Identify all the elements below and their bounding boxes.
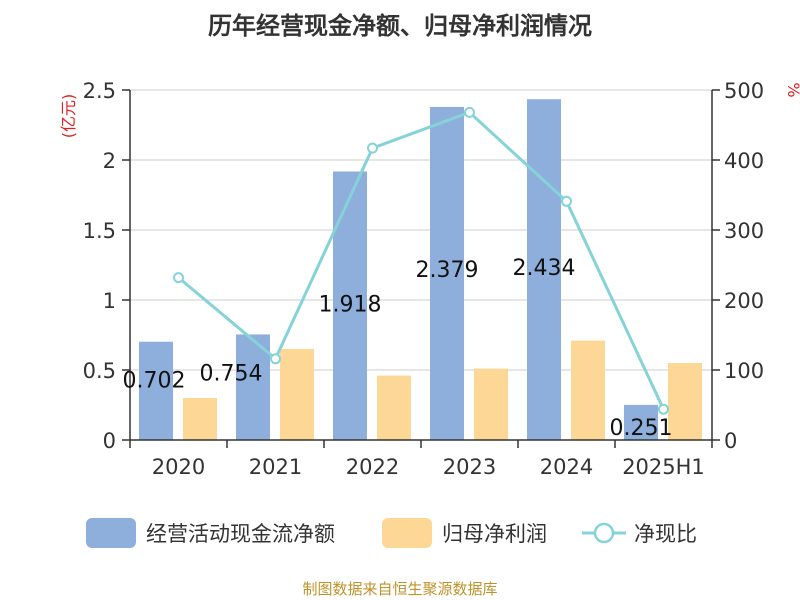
data-label-cashflow: 0.702: [123, 369, 186, 394]
ratio-point: [173, 272, 184, 284]
bar-cashflow: [139, 341, 173, 440]
bar-cashflow: [333, 171, 367, 441]
source-note: 制图数据来自恒生聚源数据库: [302, 580, 498, 598]
data-label-cashflow: 2.434: [513, 256, 576, 281]
legend-label-ratio: 净现比: [634, 522, 697, 546]
ratio-point: [464, 106, 475, 118]
data-label-cashflow: 0.754: [200, 361, 263, 386]
legend-item-cashflow[interactable]: 经营活动现金流净额: [86, 518, 335, 548]
x-tick-label: 2021: [249, 455, 302, 479]
chart-title: 历年经营现金净额、归母净利润情况: [208, 12, 592, 40]
y-right-tick-label: 300: [724, 219, 764, 243]
y-left-axis-label: (亿元): [59, 94, 78, 139]
bar-profit: [668, 363, 702, 440]
ratio-line: [173, 106, 669, 415]
y-right-axis-label: %: [784, 82, 800, 97]
axes: 0 0.5 1 1.5 2 2.5 0 100 200 300 400 500 2020 2021 2022…: [83, 79, 765, 479]
y-left-tick-label: 1.5: [83, 219, 116, 243]
data-labels: 0.702 0.754 1.918 2.379 2.434 0.251: [123, 256, 673, 441]
y-left-tick-label: 1: [103, 289, 116, 313]
ratio-point: [658, 403, 669, 415]
legend-item-profit[interactable]: 归母净利润: [382, 518, 547, 548]
legend-label-profit: 归母净利润: [442, 522, 547, 546]
y-right-tick-label: 200: [724, 289, 764, 313]
ratio-point: [270, 353, 281, 365]
x-tick-label: 2024: [540, 455, 593, 479]
ratio-point: [561, 195, 572, 207]
x-tick-label: 2022: [346, 455, 399, 479]
x-tick-label: 2023: [443, 455, 496, 479]
x-tick-label: 2025H1: [622, 455, 705, 479]
legend-label-cashflow: 经营活动现金流净额: [146, 522, 335, 546]
y-right-tick-label: 400: [724, 149, 764, 173]
y-left-tick-label: 0.5: [83, 359, 116, 383]
bar-cashflow: [624, 404, 658, 440]
y-right-tick-label: 0: [724, 429, 737, 453]
bar-profit: [377, 375, 411, 440]
data-label-cashflow: 0.251: [610, 416, 673, 441]
y-right-tick-label: 100: [724, 359, 764, 383]
legend-swatch-cashflow: [86, 518, 136, 548]
data-label-cashflow: 1.918: [319, 292, 382, 317]
y-right-tick-label: 500: [724, 79, 764, 103]
legend-swatch-profit: [382, 518, 432, 548]
bar-cashflow: [430, 106, 464, 440]
data-label-cashflow: 2.379: [416, 258, 479, 283]
x-tick-label: 2020: [152, 455, 205, 479]
y-left-tick-label: 2.5: [83, 79, 116, 103]
legend-swatch-ratio: [582, 522, 626, 544]
y-left-tick-label: 0: [103, 429, 116, 453]
legend-item-ratio[interactable]: 净现比: [582, 518, 697, 548]
ratio-line-path: [177, 110, 665, 410]
bar-profit: [280, 349, 314, 440]
bars: [139, 99, 702, 441]
bar-cashflow: [527, 99, 561, 441]
ratio-point: [367, 142, 378, 154]
bar-profit: [183, 398, 217, 440]
y-left-tick-label: 2: [103, 149, 116, 173]
bar-cashflow: [236, 334, 270, 440]
bar-profit: [571, 340, 605, 440]
grid-lines: [130, 89, 712, 371]
bar-profit: [474, 368, 508, 440]
